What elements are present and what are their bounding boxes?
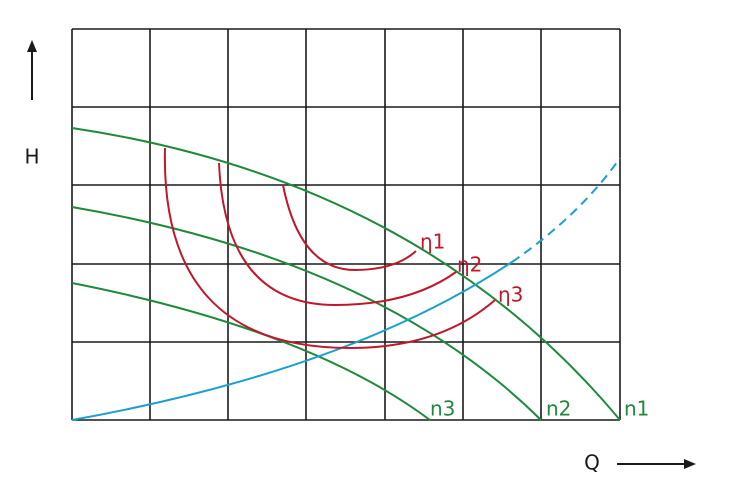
curve-n1 bbox=[71, 127, 621, 421]
curve-n2 bbox=[71, 206, 542, 421]
speed-label: n2 bbox=[546, 397, 571, 421]
x-arrowhead bbox=[684, 459, 696, 469]
curve-eta1 bbox=[282, 184, 417, 272]
curve-n3 bbox=[71, 282, 431, 421]
curve-eta3 bbox=[163, 147, 496, 350]
speed-label: n1 bbox=[624, 397, 649, 421]
system-curve bbox=[71, 261, 513, 421]
grid bbox=[71, 28, 621, 421]
eta-label: η1 bbox=[420, 230, 445, 254]
system-curve-dashed bbox=[511, 157, 621, 263]
speed-label: n3 bbox=[430, 397, 455, 421]
y-axis-label: H bbox=[24, 145, 39, 169]
eta-label: η3 bbox=[498, 283, 523, 307]
x-axis-label: Q bbox=[584, 451, 600, 475]
y-arrowhead bbox=[27, 40, 37, 52]
curve-eta2 bbox=[218, 162, 457, 307]
eta-label: η2 bbox=[457, 253, 482, 277]
